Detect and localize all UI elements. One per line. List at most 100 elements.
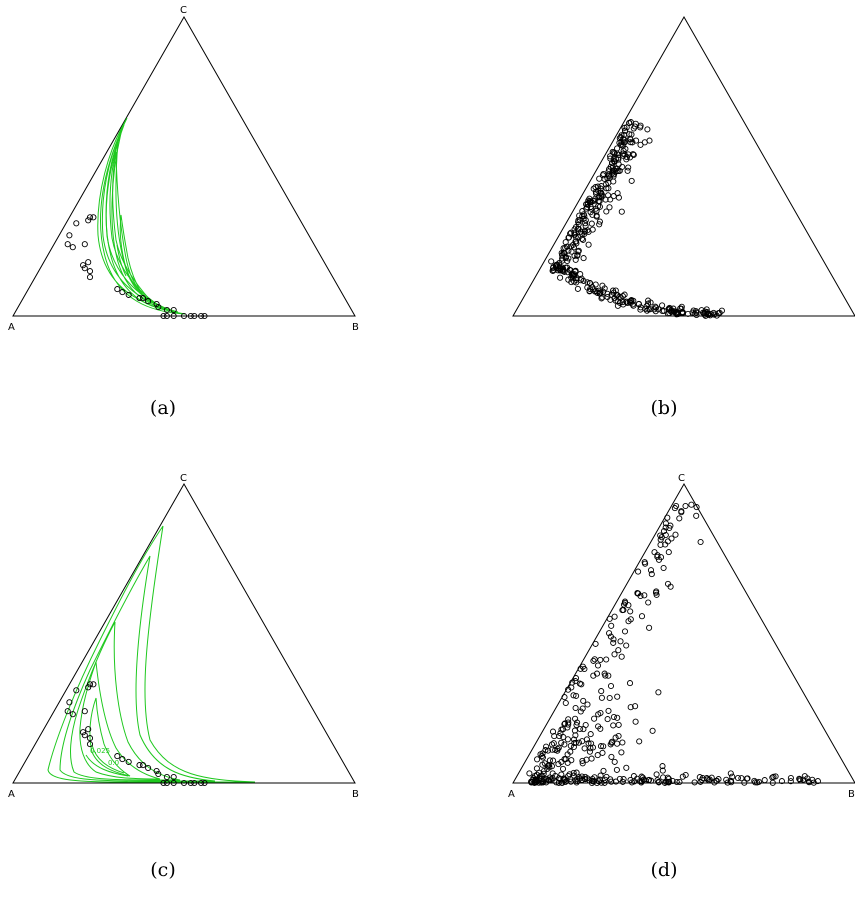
data-point [619,607,626,614]
data-point [575,248,582,255]
data-point [691,779,698,786]
contour-line [109,141,161,307]
data-point [73,220,80,227]
vertex-label-a: A [8,789,15,800]
data-point [614,302,621,309]
data-point [606,204,613,211]
data-point [572,268,579,275]
data-point [607,153,614,160]
data-point [615,732,622,740]
data-point [160,312,167,320]
data-point [621,628,629,635]
data-point [565,276,572,283]
data-point [627,139,634,146]
data-point [155,770,162,778]
data-point [593,670,601,677]
data-point [666,778,673,785]
data-point [191,779,198,787]
data-point [81,265,88,272]
data-points [64,681,208,787]
data-point [556,733,563,740]
data-point [586,748,593,755]
data-point [608,778,615,785]
data-point [610,636,617,643]
data-points [64,214,208,320]
data-point [604,175,611,182]
data-point [625,164,632,171]
data-point [170,773,177,781]
data-points [548,119,725,319]
data-point [654,553,661,560]
data-point [606,615,613,622]
data-point [621,139,628,146]
data-point [579,738,586,745]
data-point [634,775,641,782]
data-point [607,296,614,303]
data-point [570,769,577,776]
data-point [673,778,680,786]
data-point [578,773,585,780]
data-point [163,779,170,787]
data-point [673,502,680,510]
data-point [676,778,683,786]
ternary-plot-b [512,15,855,319]
data-point [80,262,87,269]
contour-line [119,214,143,295]
data-point [628,131,635,138]
data-point [637,304,644,311]
data-point [710,309,717,316]
data-point [537,772,544,779]
data-point [570,736,578,743]
data-point [638,613,646,620]
data-point [170,779,177,787]
data-point [621,127,629,134]
data-point [590,657,597,664]
data-point [640,776,647,783]
data-point [621,131,628,138]
data-point [575,234,582,241]
data-point [621,124,628,131]
data-point [706,776,713,783]
data-point [666,306,673,313]
data-point [538,753,546,760]
data-point [711,779,718,786]
data-point [623,642,630,649]
data-point [594,183,601,190]
data-point [180,779,188,787]
data-point [754,779,761,786]
data-point [618,749,625,756]
data-point [546,757,553,764]
data-point [611,758,618,765]
data-point [64,708,71,715]
data-point [90,214,97,221]
contour-line [47,525,256,783]
data-point [679,773,686,780]
data-point [85,684,92,691]
ternary-plot-d: A B C [508,473,855,800]
data-point [624,167,631,174]
data-point [597,709,604,717]
data-point [565,719,572,726]
data-point [605,707,612,714]
data-point [613,766,620,773]
data-point [619,739,626,746]
data-point [571,252,578,259]
data-point [125,291,132,298]
data-point [641,559,648,566]
data-point [585,241,592,248]
data-point [564,736,571,743]
data-point [632,718,639,725]
data-point [600,743,607,750]
data-point [572,256,579,263]
data-point [580,726,587,733]
data-point [647,299,654,306]
data-point [581,665,588,673]
data-point [588,740,595,747]
data-point [86,268,94,275]
data-point [770,773,777,780]
data-point [567,748,574,755]
data-point [565,234,572,241]
data-point [667,522,674,529]
contour-line [91,744,125,774]
